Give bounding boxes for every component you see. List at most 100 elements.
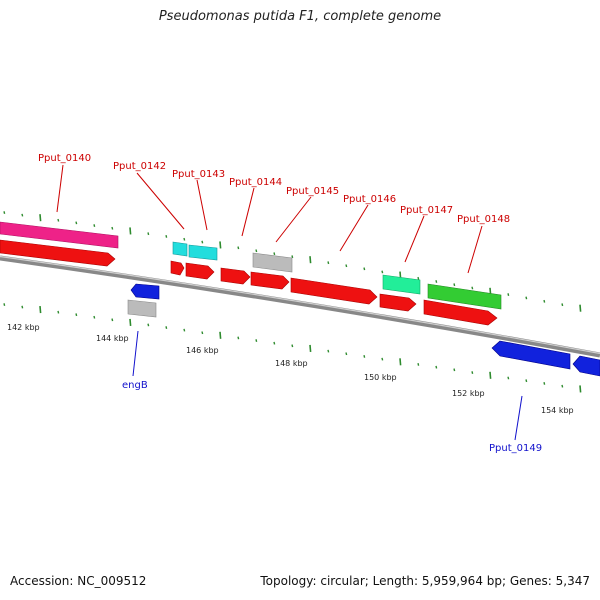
feature-pput-0143-cyan[interactable] [188,244,218,261]
feature-pput-0148-cds[interactable] [423,299,498,326]
outer-tick [543,299,546,303]
inner-tick [543,382,546,385]
scale-label-154: 154 kbp [541,406,574,415]
inner-tick [39,306,42,314]
inner-tick [327,349,330,353]
leader-pput-0148 [467,225,483,274]
outer-tick [183,237,186,241]
inner-tick [75,313,78,317]
inner-tick [399,358,402,366]
outer-tick [237,246,240,250]
outer-tick [111,226,114,230]
feature-pput-0146-cds[interactable] [290,277,378,305]
outer-tick [417,276,420,280]
feature-pput-0142-cyan[interactable] [172,241,188,257]
outer-tick [525,296,528,300]
inner-tick [237,336,240,340]
inner-tick [21,305,24,309]
outer-tick [3,211,6,214]
outer-tick [129,227,132,235]
feature-pput-0147-cds[interactable] [379,293,417,312]
inner-tick [111,318,114,322]
outer-tick [93,224,96,227]
scale-label-150: 150 kbp [364,373,397,382]
inner-tick [219,331,222,339]
genome-backbone [0,255,600,358]
inner-tick [561,384,564,388]
inner-tick [255,339,258,342]
inner-tick-track [3,303,582,393]
inner-tick [183,328,186,332]
feature-pput-0149-cds[interactable] [491,340,571,370]
gene-labels: Pput_0140 Pput_0142 Pput_0143 Pput_0144 … [38,153,542,454]
inner-tick [435,365,438,369]
outer-tick [201,240,204,244]
leader-pput-0142 [136,172,185,230]
gene-label-pput-0140[interactable]: Pput_0140 [38,153,91,164]
inner-tick [93,315,96,319]
inner-tick [3,303,6,306]
inner-tick [525,379,528,383]
scale-label-148: 148 kbp [275,359,308,368]
forward-features [0,221,502,326]
gene-label-pput-0148[interactable]: Pput_0148 [457,214,510,225]
outer-tick [219,241,222,249]
inner-tick [489,371,492,379]
feature-pput-0149b-cds[interactable] [572,355,600,377]
gene-label-pput-0145[interactable]: Pput_0145 [286,186,339,197]
leader-pput-0144 [241,187,255,237]
gene-label-pput-0147[interactable]: Pput_0147 [400,205,453,216]
outer-tick [147,232,150,236]
feature-pput-0145-cds[interactable] [250,271,290,290]
reverse-features [127,283,600,377]
gene-label-engb[interactable]: engB [122,380,148,391]
outer-tick [21,213,24,217]
outer-tick [165,235,168,238]
inner-tick [453,368,456,372]
feature-engb-gray[interactable] [127,299,157,318]
outer-tick [345,264,348,268]
outer-tick [507,293,510,297]
feature-pput-0147-teal[interactable] [382,274,421,295]
gene-label-pput-0146[interactable]: Pput_0146 [343,194,396,205]
inner-tick [57,310,60,314]
feature-pput-0144-gray[interactable] [252,252,293,273]
gene-label-pput-0143[interactable]: Pput_0143 [172,169,225,180]
gene-label-pput-0144[interactable]: Pput_0144 [229,177,282,188]
feature-pput-0140-cds[interactable] [0,239,116,267]
outer-tick [435,280,438,283]
outer-tick [579,304,582,312]
inner-tick [579,385,582,393]
outer-tick [327,261,330,265]
leader-pput-0149 [514,395,523,441]
inner-tick [381,357,384,361]
scale-labels: 142 kbp 144 kbp 146 kbp 148 kbp 150 kbp … [7,323,574,415]
gene-label-pput-0142[interactable]: Pput_0142 [113,161,166,172]
outer-tick [57,218,60,222]
feature-pput-0143-cds[interactable] [185,262,215,280]
leader-pput-0140 [56,164,64,213]
outer-tick [309,256,312,264]
outer-tick [561,303,564,307]
feature-pput-0142-cds[interactable] [170,260,185,276]
feature-pput-0140-pink[interactable] [0,221,119,249]
leader-pput-0147 [404,215,425,263]
outer-tick [75,221,78,225]
gene-label-pput-0149[interactable]: Pput_0149 [489,443,542,454]
feature-engb-cds[interactable] [130,283,160,300]
outer-tick [291,255,294,259]
outer-tick [453,283,456,287]
genome-backbone-highlight [0,255,600,355]
scale-label-146: 146 kbp [186,346,219,355]
inner-tick [129,318,132,326]
inner-tick [417,363,420,366]
inner-tick [363,355,366,358]
outer-tick [471,286,474,290]
scale-label-152: 152 kbp [452,389,485,398]
outer-tick [363,267,366,271]
inner-tick [273,341,276,345]
topology-summary: Topology: circular; Length: 5,959,964 bp… [260,574,590,588]
feature-pput-0148-green[interactable] [427,283,502,310]
feature-pput-0144-cds[interactable] [220,267,251,285]
